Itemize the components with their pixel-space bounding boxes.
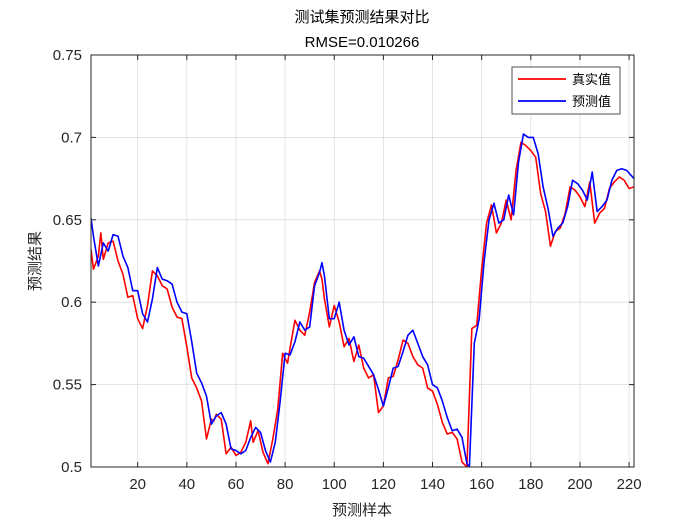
x-axis-label: 预测样本 [332,501,392,519]
legend-label-predicted-value: 预测值 [572,94,611,110]
y-tick-label: 0.75 [53,47,82,64]
y-tick-label: 0.55 [53,377,82,394]
x-tick-label: 160 [469,476,494,493]
axes-box [90,54,635,468]
series-line-true-value [91,141,634,467]
x-tick-label: 200 [567,476,592,493]
grid [91,54,634,468]
y-tick-label: 0.6 [61,294,82,311]
chart-title: 测试集预测结果对比 [294,8,429,26]
x-tick-label: 40 [178,476,195,493]
x-tick-label: 220 [617,476,642,493]
y-tick-label: 0.7 [61,129,82,146]
legend: 真实值 预测值 [511,66,621,115]
x-tick-label: 140 [420,476,445,493]
y-axis-label: 预测结果 [26,231,44,291]
series-line-predicted-value [91,133,634,467]
x-tick-label: 60 [228,476,245,493]
ticks: 20 40 60 80 100 120 140 160 180 200 220 0.5 0.55 0.6 0… [53,47,642,493]
x-tick-label: 100 [322,476,347,493]
chart-subtitle: RMSE=0.010266 [305,34,420,51]
series-layer [91,133,634,467]
y-tick-label: 0.5 [61,459,82,476]
legend-label-true-value: 真实值 [572,72,611,88]
x-tick-label: 180 [518,476,543,493]
plot-area [91,55,634,467]
x-tick-label: 80 [277,476,294,493]
x-tick-label: 120 [371,476,396,493]
x-tick-label: 20 [129,476,146,493]
legend-box [511,66,621,115]
y-tick-label: 0.65 [53,212,82,229]
